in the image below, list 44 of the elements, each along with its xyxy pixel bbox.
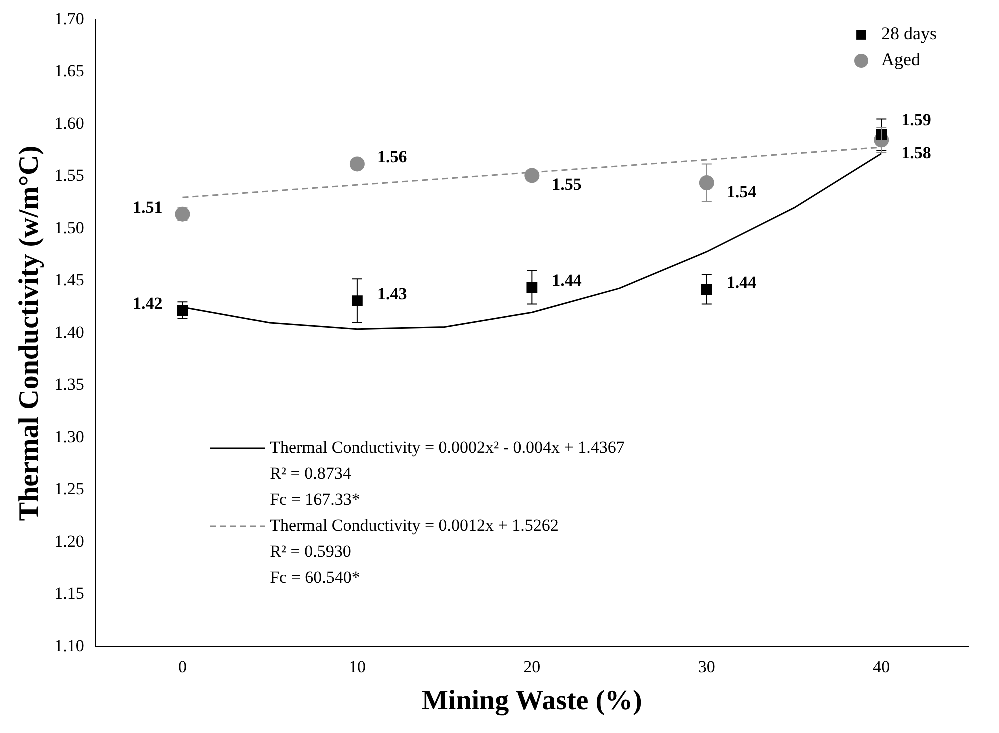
x-tick-label: 0 xyxy=(178,658,187,677)
point xyxy=(350,156,365,172)
y-tick-label: 1.40 xyxy=(54,322,84,342)
y-tick-label: 1.60 xyxy=(54,114,84,133)
legend-label: Aged xyxy=(882,50,921,70)
y-tick-label: 1.70 xyxy=(54,9,84,28)
y-tick-label: 1.30 xyxy=(54,427,84,446)
data-label: 1.44 xyxy=(726,273,758,292)
point xyxy=(524,168,540,184)
y-tick-label: 1.35 xyxy=(54,375,84,394)
data-label: 1.51 xyxy=(132,198,163,217)
y-tick-label: 1.55 xyxy=(54,166,84,186)
x-tick-label: 10 xyxy=(348,658,366,677)
point xyxy=(352,296,363,307)
point xyxy=(701,284,712,296)
x-tick-label: 30 xyxy=(698,658,716,677)
data-label: 1.56 xyxy=(377,148,408,167)
annotation: Fc = 60.540* xyxy=(270,568,360,587)
y-axis-title: Thermal Conductivity (w/m°C) xyxy=(14,146,46,522)
data-label: 1.43 xyxy=(377,284,408,304)
legend-label: Thermal Conductivity = 0.0012x + 1.5262 xyxy=(270,516,559,535)
data-label: 1.44 xyxy=(552,270,582,290)
x-tick-label: 40 xyxy=(873,658,890,677)
y-tick-label: 1.50 xyxy=(54,218,84,238)
annotation: Fc = 167.33* xyxy=(270,490,360,509)
x-axis-title: Mining Waste (%) xyxy=(422,685,642,716)
annotation: R² = 0.5930 xyxy=(270,542,352,561)
y-tick-label: 1.10 xyxy=(54,636,84,656)
y-tick-label: 1.20 xyxy=(54,532,84,551)
data-label: 1.54 xyxy=(726,182,758,202)
point xyxy=(526,282,538,293)
y-tick-label: 1.65 xyxy=(54,62,84,81)
data-label: 1.55 xyxy=(552,175,582,194)
point xyxy=(699,176,714,191)
legend-label: Thermal Conductivity = 0.0002x² - 0.004x + 1.4367 xyxy=(270,438,626,457)
annotation: R² = 0.8734 xyxy=(270,464,352,483)
y-tick-label: 1.45 xyxy=(54,270,84,290)
legend-label: 28 days xyxy=(882,24,938,44)
y-tick-label: 1.25 xyxy=(54,480,84,499)
x-tick-label: 20 xyxy=(524,658,541,677)
data-label: 1.58 xyxy=(902,144,932,163)
data-label: 1.59 xyxy=(902,110,932,130)
data-label: 1.42 xyxy=(132,294,163,313)
y-tick-label: 1.15 xyxy=(54,584,84,604)
